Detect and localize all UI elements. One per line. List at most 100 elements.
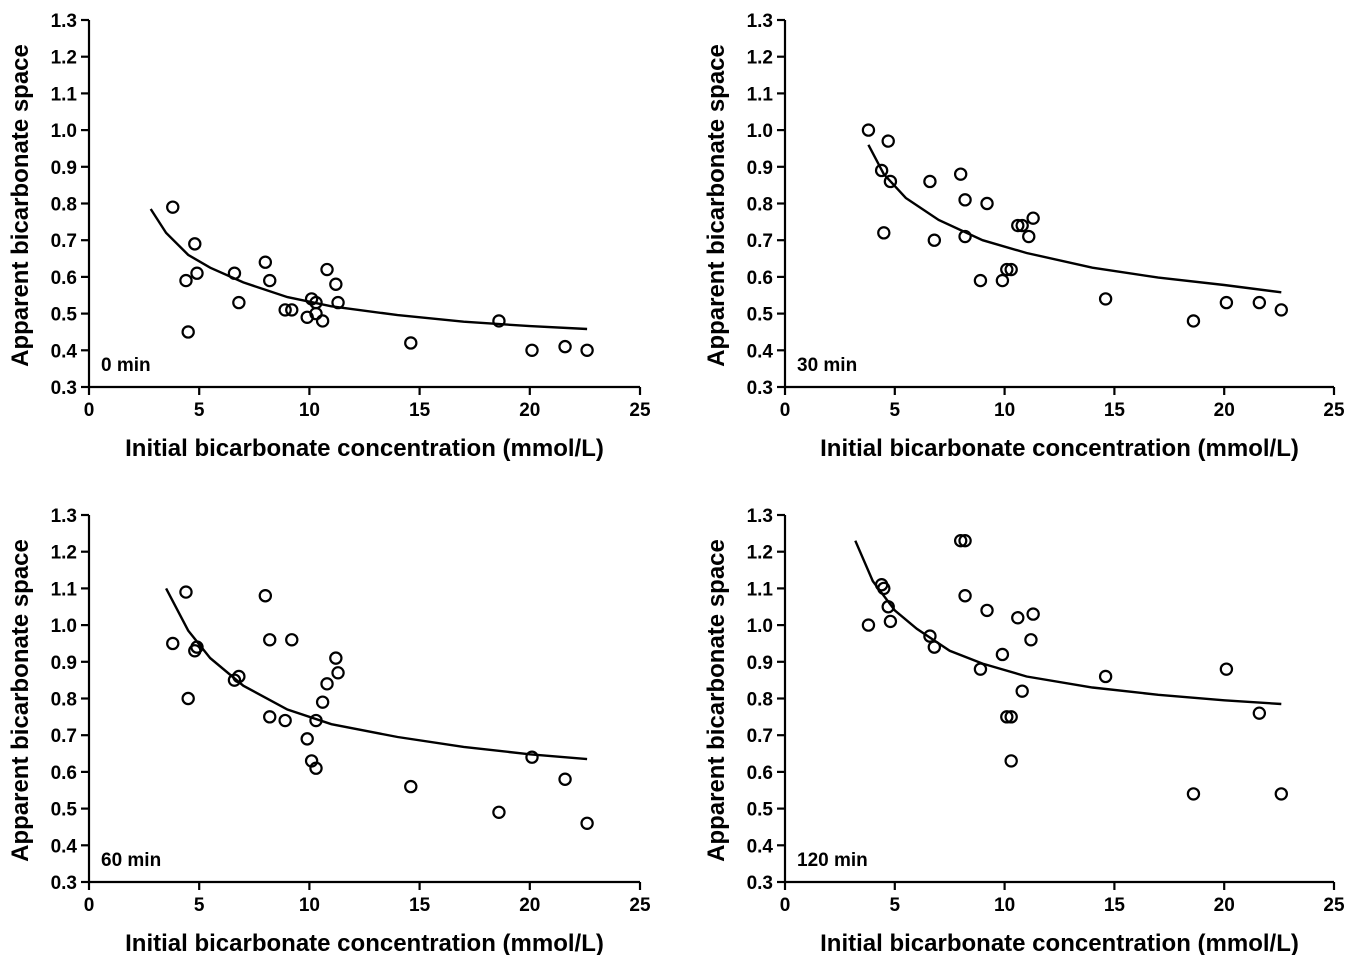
y-tick-label: 1.0 — [747, 121, 773, 142]
y-tick-label: 1.1 — [51, 84, 78, 105]
y-axis-title: Apparent bicarbonate space — [703, 44, 730, 367]
data-point — [958, 193, 972, 207]
y-tick-label: 0.8 — [51, 195, 77, 216]
fit-curve — [165, 587, 588, 761]
data-point — [883, 174, 898, 189]
data-point — [980, 196, 994, 211]
data-point — [315, 695, 330, 709]
data-point — [995, 647, 1010, 662]
data-point — [1186, 787, 1201, 801]
data-point — [881, 600, 895, 614]
x-tick-label: 10 — [994, 400, 1015, 421]
data-point — [1024, 633, 1038, 647]
panel-label: 60 min — [101, 850, 161, 871]
y-tick-label: 0.5 — [747, 305, 774, 326]
fit-curve — [867, 144, 1282, 294]
y-tick-label: 1.1 — [747, 84, 774, 105]
data-point — [258, 589, 273, 603]
data-point — [883, 614, 898, 629]
y-tick-label: 0.7 — [747, 231, 773, 252]
y-tick-label: 0.9 — [51, 158, 77, 179]
y-axis-title: Apparent bicarbonate space — [703, 539, 730, 862]
data-point — [927, 640, 942, 654]
data-point — [492, 314, 506, 328]
y-tick-label: 0.7 — [51, 231, 77, 252]
y-tick-label: 1.0 — [747, 616, 773, 637]
y-tick-label: 0.7 — [747, 726, 773, 747]
y-tick-label: 0.9 — [747, 653, 773, 674]
data-point — [278, 713, 292, 728]
data-point — [953, 533, 968, 548]
data-point — [404, 336, 418, 350]
data-point — [973, 662, 988, 676]
data-point — [953, 167, 968, 181]
data-point — [227, 266, 242, 280]
x-axis-title: Initial bicarbonate concentration (mmol/… — [125, 930, 604, 955]
y-tick-label: 0.8 — [51, 690, 77, 711]
data-point — [1011, 218, 1025, 233]
x-tick-label: 10 — [299, 400, 320, 421]
data-point — [309, 761, 323, 775]
y-tick-label: 1.3 — [51, 11, 77, 32]
data-point — [331, 666, 345, 680]
y-tick-label: 0.5 — [51, 800, 78, 821]
y-tick-label: 1.2 — [51, 543, 77, 564]
data-point — [309, 306, 323, 321]
data-point — [492, 805, 506, 819]
data-point — [1252, 706, 1267, 720]
data-point — [1004, 754, 1018, 768]
data-point — [329, 277, 343, 291]
x-tick-label: 5 — [194, 400, 205, 421]
y-tick-label: 1.2 — [747, 543, 773, 564]
y-tick-label: 0.4 — [51, 341, 78, 362]
data-point — [861, 618, 876, 632]
data-point — [181, 691, 195, 706]
y-tick-label: 1.3 — [747, 11, 773, 32]
data-point — [1015, 684, 1029, 698]
data-point — [1219, 662, 1234, 676]
x-tick-label: 25 — [1323, 895, 1345, 916]
y-tick-label: 0.8 — [747, 195, 773, 216]
x-tick-label: 20 — [1214, 895, 1235, 916]
panel-label: 30 min — [797, 355, 857, 376]
y-tick-label: 1.2 — [51, 48, 77, 69]
data-point — [580, 816, 594, 830]
x-tick-label: 15 — [409, 400, 431, 421]
data-point — [874, 163, 889, 178]
y-tick-label: 0.6 — [51, 268, 77, 289]
y-tick-label: 0.6 — [747, 763, 773, 784]
data-point — [1015, 218, 1029, 233]
data-point — [1098, 669, 1113, 684]
y-tick-label: 0.7 — [51, 726, 77, 747]
data-point — [181, 325, 195, 339]
x-axis-title: Initial bicarbonate concentration (mmol/… — [125, 435, 604, 462]
panel-1: 0.3 0.4 0.5 0.6 0.7 0.8 0.9 1.0 1.1 1.2 1.3 0 5 10 15 2… — [7, 11, 651, 462]
data-point — [179, 273, 193, 288]
data-point — [923, 629, 937, 643]
data-point — [877, 581, 891, 596]
x-tick-label: 15 — [409, 895, 431, 916]
data-point — [1000, 710, 1014, 724]
y-tick-label: 0.4 — [51, 836, 78, 857]
x-tick-label: 10 — [299, 895, 320, 916]
data-point — [1011, 611, 1025, 625]
y-tick-label: 1.0 — [51, 121, 77, 142]
data-point — [1186, 314, 1201, 328]
y-axis-title: Apparent bicarbonate space — [7, 44, 34, 367]
y-tick-label: 1.2 — [747, 48, 773, 69]
fit-curve — [149, 208, 588, 331]
y-tick-label: 0.5 — [51, 305, 78, 326]
data-point — [232, 295, 246, 310]
y-tick-label: 0.4 — [747, 341, 774, 362]
y-tick-label: 0.4 — [747, 836, 774, 857]
fit-curve — [854, 540, 1282, 706]
x-tick-label: 0 — [780, 400, 791, 421]
data-point — [263, 633, 277, 647]
panel-3: 0.3 0.4 0.5 0.6 0.7 0.8 0.9 1.0 1.1 1.2 1.3 0 5 10 15 2… — [7, 506, 651, 955]
data-point — [263, 273, 277, 288]
y-tick-label: 1.1 — [747, 579, 774, 600]
data-point — [525, 343, 539, 357]
y-tick-label: 1.3 — [747, 506, 773, 527]
panel-2: 0.3 0.4 0.5 0.6 0.7 0.8 0.9 1.0 1.1 1.2 1.3 0 5 10 15 2… — [703, 11, 1345, 462]
data-point — [580, 343, 594, 357]
